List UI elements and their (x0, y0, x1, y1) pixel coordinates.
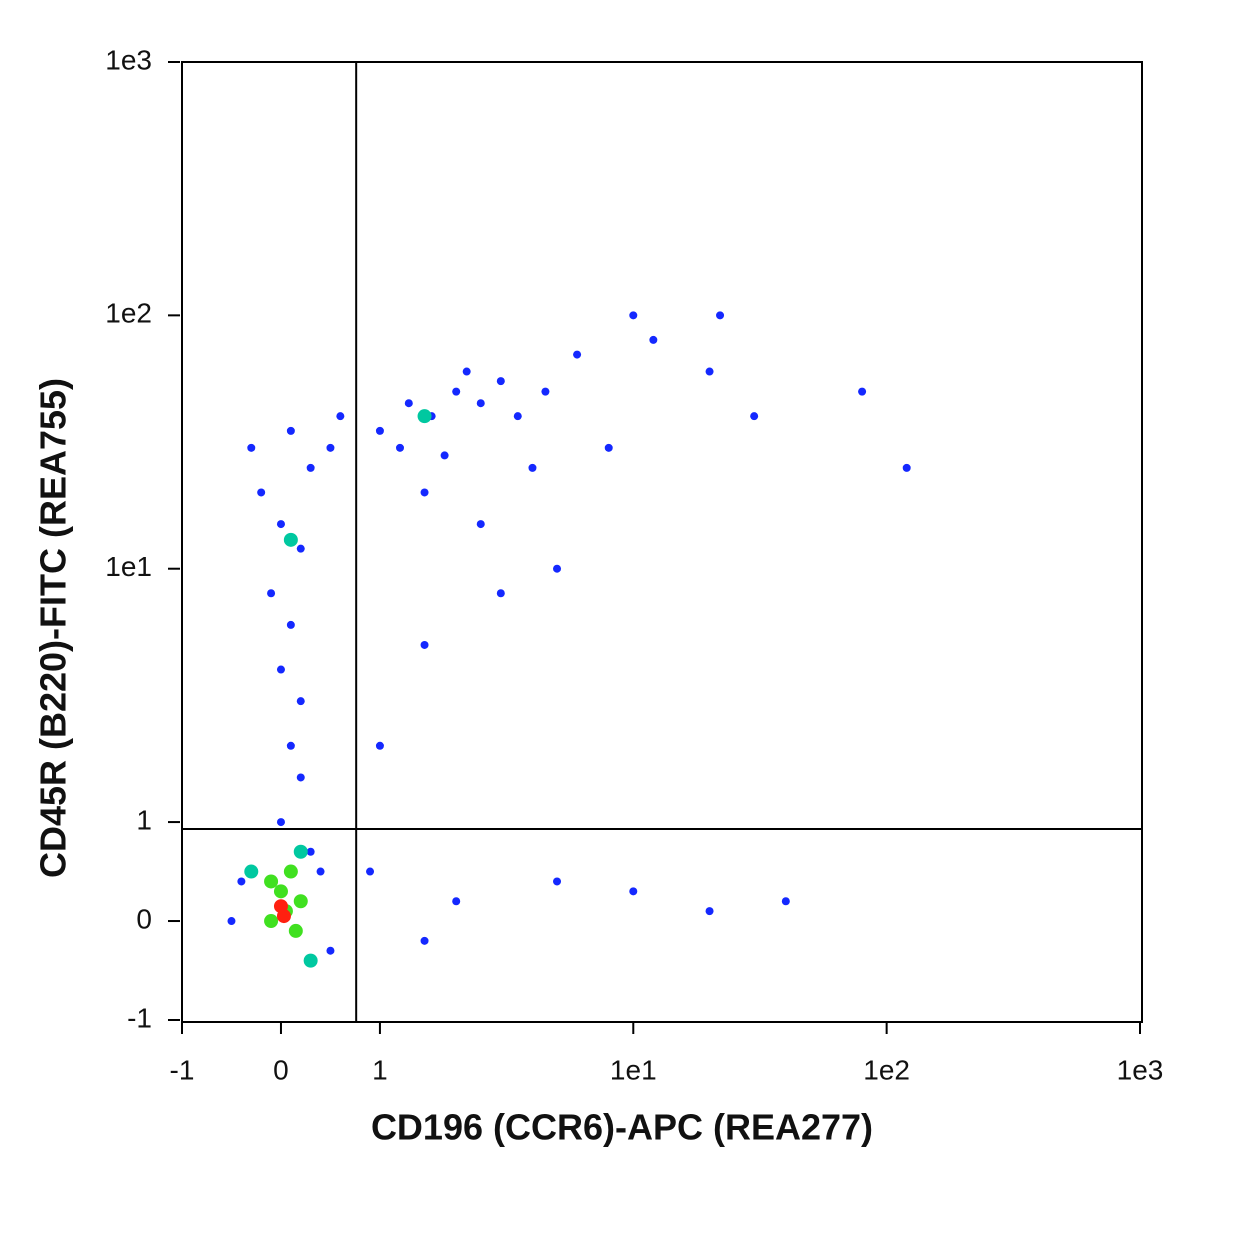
point (366, 867, 375, 876)
point (902, 463, 911, 472)
point (316, 867, 325, 876)
point (404, 399, 413, 408)
x-tick-label: 1e3 (1117, 1054, 1164, 1085)
y-tick-label: 1e1 (105, 551, 152, 582)
point (247, 443, 256, 452)
x-tick-label: 1e2 (863, 1054, 910, 1085)
y-tick-label: 0 (136, 903, 152, 934)
point (296, 773, 305, 782)
point (440, 451, 449, 460)
point (293, 894, 308, 909)
point (553, 877, 562, 886)
plot-frame (181, 61, 1143, 1023)
point (276, 818, 285, 827)
point (276, 520, 285, 529)
point (288, 923, 303, 938)
point (417, 409, 432, 424)
point (496, 377, 505, 386)
point (496, 589, 505, 598)
point (286, 426, 295, 435)
point (420, 488, 429, 497)
point (553, 564, 562, 573)
point (781, 897, 790, 906)
x-tick-label: -1 (170, 1054, 195, 1085)
point (286, 741, 295, 750)
y-axis-title: CD45R (B220)-FITC (REA755) (33, 378, 74, 878)
point (476, 399, 485, 408)
point (462, 367, 471, 376)
point (649, 335, 658, 344)
point (227, 917, 236, 926)
point (276, 665, 285, 674)
point (375, 741, 384, 750)
y-tick-label: 1 (136, 804, 152, 835)
point (629, 311, 638, 320)
point (264, 874, 279, 889)
x-axis-title: CD196 (CCR6)-APC (REA277) (371, 1107, 873, 1148)
point (750, 412, 759, 421)
point (452, 897, 461, 906)
point (375, 426, 384, 435)
x-tick-label: 1e1 (610, 1054, 657, 1085)
point (705, 367, 714, 376)
point (283, 532, 298, 547)
point (573, 350, 582, 359)
point (420, 936, 429, 945)
y-tick-label: 1e2 (105, 298, 152, 329)
point (629, 887, 638, 896)
point (420, 640, 429, 649)
point (541, 387, 550, 396)
point (716, 311, 725, 320)
point (326, 443, 335, 452)
point (293, 844, 308, 859)
x-tick-label: 0 (273, 1054, 289, 1085)
point (237, 877, 246, 886)
point (303, 953, 318, 968)
point (283, 864, 298, 879)
point (528, 463, 537, 472)
point (395, 443, 404, 452)
point (276, 909, 291, 924)
point (244, 864, 259, 879)
y-tick-label: 1e3 (105, 44, 152, 75)
point (296, 544, 305, 553)
x-tick-label: 1 (372, 1054, 388, 1085)
point (604, 443, 613, 452)
point (286, 620, 295, 629)
point (296, 697, 305, 706)
point (476, 520, 485, 529)
point (326, 946, 335, 955)
point (267, 589, 276, 598)
point (306, 463, 315, 472)
point (273, 884, 288, 899)
point (264, 914, 279, 929)
point (257, 488, 266, 497)
point (705, 907, 714, 916)
point (306, 847, 315, 856)
point (858, 387, 867, 396)
point (452, 387, 461, 396)
y-tick-label: -1 (127, 1002, 152, 1033)
point (336, 412, 345, 421)
point (513, 412, 522, 421)
